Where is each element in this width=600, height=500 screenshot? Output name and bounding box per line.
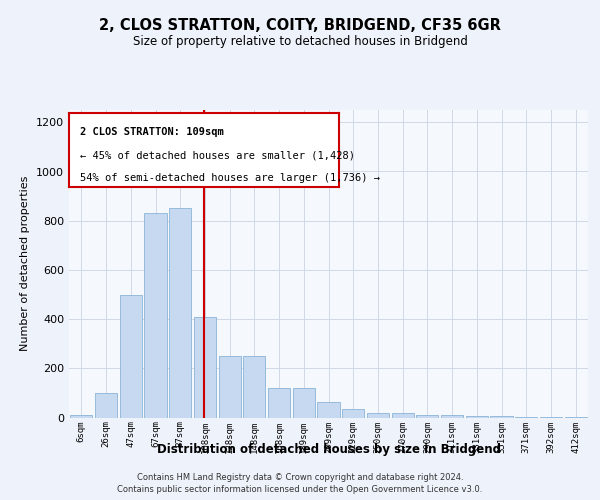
Bar	[218, 356, 241, 418]
Bar	[441, 415, 463, 418]
Bar	[342, 409, 364, 418]
Bar	[392, 412, 414, 418]
Bar	[119, 294, 142, 418]
Text: Contains public sector information licensed under the Open Government Licence v3: Contains public sector information licen…	[118, 485, 482, 494]
Bar	[293, 388, 315, 418]
Bar	[95, 393, 117, 417]
Text: Distribution of detached houses by size in Bridgend: Distribution of detached houses by size …	[157, 442, 501, 456]
Bar	[416, 415, 439, 418]
Text: Contains HM Land Registry data © Crown copyright and database right 2024.: Contains HM Land Registry data © Crown c…	[137, 472, 463, 482]
Bar	[268, 388, 290, 418]
Y-axis label: Number of detached properties: Number of detached properties	[20, 176, 31, 352]
Bar	[565, 417, 587, 418]
Bar	[490, 416, 512, 418]
Bar	[515, 417, 538, 418]
Text: 2, CLOS STRATTON, COITY, BRIDGEND, CF35 6GR: 2, CLOS STRATTON, COITY, BRIDGEND, CF35 …	[99, 18, 501, 32]
Bar	[367, 412, 389, 418]
Bar	[243, 356, 265, 418]
Bar	[169, 208, 191, 418]
Bar	[145, 214, 167, 418]
Text: Size of property relative to detached houses in Bridgend: Size of property relative to detached ho…	[133, 35, 467, 48]
Bar	[540, 417, 562, 418]
Bar	[194, 316, 216, 418]
Bar	[466, 416, 488, 418]
Bar	[317, 402, 340, 417]
Bar	[70, 415, 92, 418]
